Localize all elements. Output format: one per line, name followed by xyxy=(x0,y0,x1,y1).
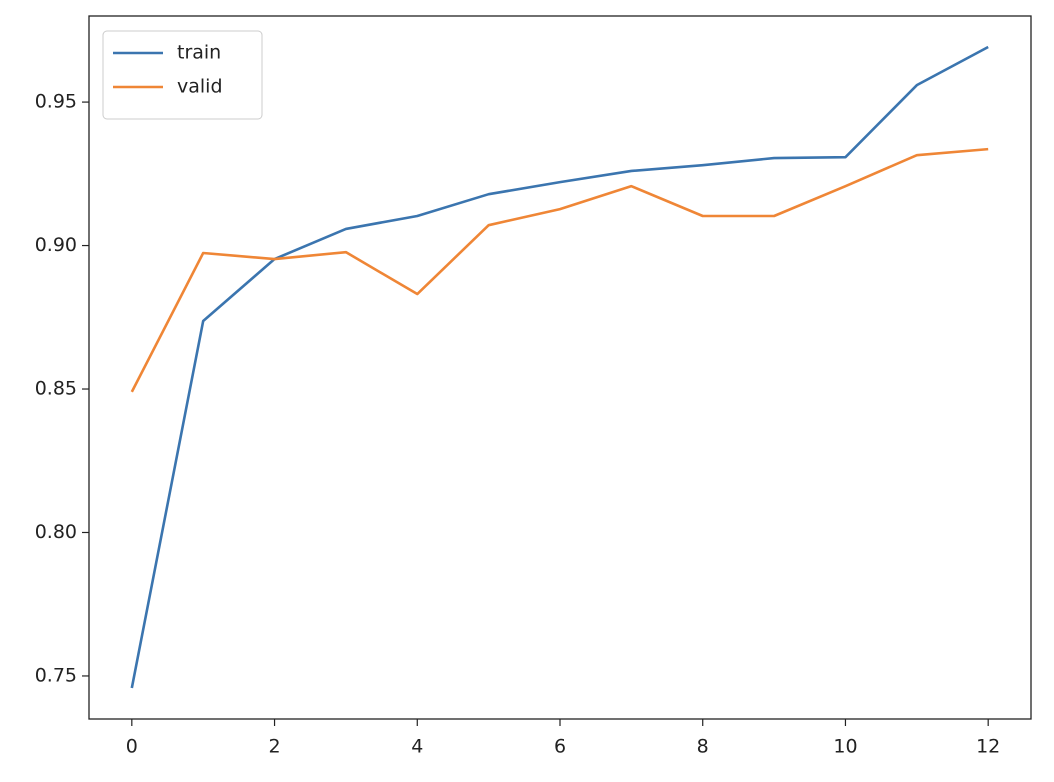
x-tick-label: 8 xyxy=(697,736,709,758)
x-tick-label: 6 xyxy=(554,736,566,758)
y-tick-label: 0.75 xyxy=(35,664,77,686)
line-series xyxy=(130,147,989,393)
x-tick-label: 4 xyxy=(411,736,423,758)
line-series xyxy=(130,45,989,689)
plot-frame xyxy=(88,15,1032,720)
legend-label: valid xyxy=(177,76,223,98)
y-tick-label: 0.95 xyxy=(35,91,77,113)
x-tick-label: 12 xyxy=(976,736,1000,758)
y-tick-label: 0.80 xyxy=(35,521,77,543)
legend-label: train xyxy=(177,42,221,64)
x-tick-label: 2 xyxy=(268,736,280,758)
y-tick-label: 0.85 xyxy=(35,378,77,400)
x-tick-label: 0 xyxy=(126,736,138,758)
y-tick-label: 0.90 xyxy=(35,234,77,256)
x-tick-label: 10 xyxy=(833,736,857,758)
